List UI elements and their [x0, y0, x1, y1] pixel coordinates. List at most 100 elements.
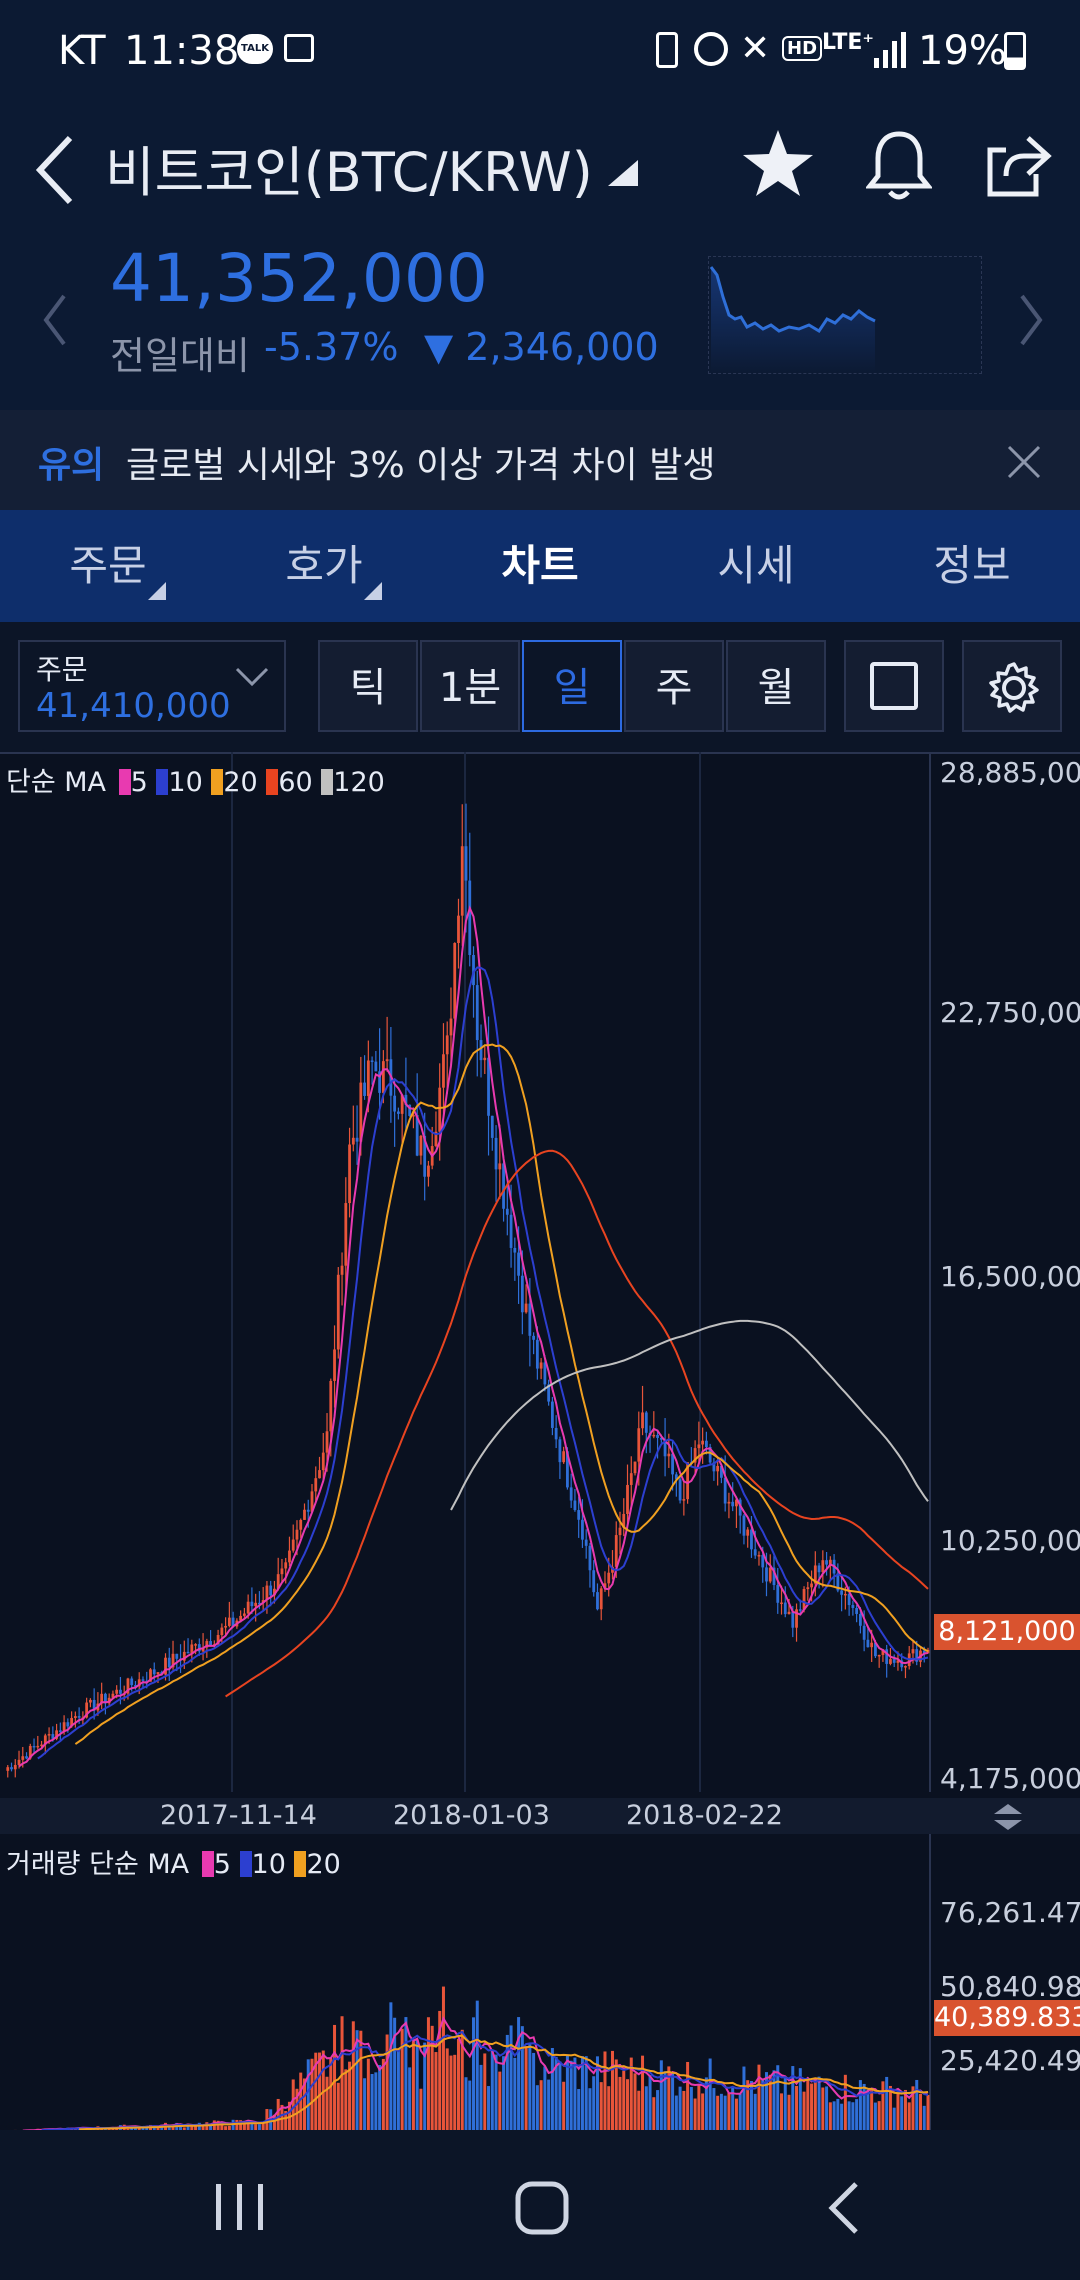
tab-order[interactable]: 주문	[0, 510, 216, 622]
candle-body	[284, 1562, 288, 1569]
volume-bar	[224, 2126, 228, 2132]
gear-icon	[989, 662, 1039, 713]
back-arrow-icon[interactable]	[30, 130, 80, 210]
volume-bar	[712, 2088, 716, 2132]
candle-body	[310, 1491, 314, 1512]
volume-bar	[847, 2101, 851, 2132]
tab-label: 주문	[69, 541, 147, 590]
candle-body	[366, 1060, 370, 1096]
back-icon[interactable]	[824, 2180, 864, 2236]
share-icon[interactable]	[984, 130, 1054, 200]
status-bar: KT 11:38 TALK ✕ HD LTE⁺ 19%	[0, 0, 1080, 110]
period-month[interactable]: 월	[726, 640, 826, 732]
candle-body	[870, 1642, 874, 1648]
candle-body	[194, 1644, 197, 1646]
prev-coin-icon[interactable]	[40, 290, 70, 350]
candle-body	[239, 1615, 243, 1621]
candle-body	[205, 1641, 209, 1648]
volume-bar	[464, 2077, 468, 2132]
volume-bar	[701, 2093, 705, 2132]
dropdown-triangle-icon[interactable]	[608, 160, 638, 186]
close-icon[interactable]	[1006, 444, 1042, 480]
volume-bar	[633, 2073, 637, 2132]
settings-button[interactable]	[962, 640, 1062, 732]
volume-bar	[141, 2127, 145, 2132]
candle-body	[13, 1764, 17, 1770]
tab-orderbook[interactable]: 호가	[216, 510, 432, 622]
volume-bar	[565, 2054, 569, 2132]
candle-body	[104, 1693, 107, 1704]
bell-icon[interactable]	[866, 128, 932, 204]
volume-bar	[806, 2078, 810, 2132]
tab-chart[interactable]: 차트	[432, 510, 648, 622]
tab-info[interactable]: 정보	[864, 510, 1080, 622]
volume-bar	[505, 2034, 509, 2132]
period-day[interactable]: 일	[522, 640, 622, 732]
system-nav-bar	[0, 2130, 1080, 2280]
candle-body	[866, 1639, 870, 1648]
ma120-line	[450, 1319, 929, 1511]
volume-bar	[329, 2057, 333, 2132]
volume-bar	[922, 2105, 926, 2132]
volume-bar	[502, 2056, 506, 2132]
period-1min[interactable]: 1분	[420, 640, 520, 732]
candle-body	[231, 1617, 235, 1627]
candle-body	[423, 1135, 427, 1177]
recent-apps-icon[interactable]	[212, 2182, 268, 2232]
period-tick[interactable]: 틱	[318, 640, 418, 732]
notice-text: 글로벌 시세와 3% 이상 가격 차이 발생	[126, 445, 716, 486]
volume-bar	[644, 2086, 648, 2132]
next-coin-icon[interactable]	[1016, 290, 1046, 350]
volume-bar	[344, 2069, 348, 2132]
candle-body	[889, 1659, 892, 1664]
volume-bar	[607, 2086, 611, 2132]
change-percent: -5.37%	[264, 325, 399, 369]
candle-body	[190, 1644, 194, 1654]
volume-bar	[671, 2072, 675, 2132]
candle-body	[442, 1054, 445, 1088]
star-icon[interactable]	[740, 126, 816, 202]
candle-body	[73, 1716, 77, 1718]
price-chart[interactable]: 단순 MA 5 10 20 60 120 28,885,000 22,750,0…	[0, 752, 1080, 2132]
volume-bar	[205, 2122, 209, 2132]
tab-market[interactable]: 시세	[648, 510, 864, 622]
candle-body	[468, 880, 472, 956]
volume-bar	[682, 2090, 686, 2132]
volume-bar	[220, 2123, 224, 2132]
volume-bar	[231, 2119, 235, 2132]
volume-bar	[626, 2079, 630, 2132]
candle-body	[498, 1163, 502, 1170]
volume-bar	[610, 2050, 614, 2132]
candle-body	[336, 1274, 340, 1350]
resize-handle-icon[interactable]	[990, 1802, 1026, 1832]
candle-body	[584, 1539, 588, 1546]
candle-body	[152, 1669, 156, 1675]
volume-bar	[719, 2093, 723, 2132]
candle-body	[55, 1730, 58, 1739]
volume-bar	[336, 2082, 340, 2132]
candle-body	[915, 1649, 919, 1662]
volume-bar	[441, 1986, 445, 2132]
period-week[interactable]: 주	[624, 640, 724, 732]
volume-bar	[468, 2080, 472, 2132]
candle-body	[674, 1474, 678, 1480]
candle-body	[472, 955, 475, 986]
candle-body	[573, 1500, 577, 1511]
volume-bar	[532, 2052, 536, 2132]
candle-body	[51, 1734, 55, 1739]
volume-bar	[445, 2048, 449, 2132]
candle-body	[92, 1699, 96, 1711]
fullscreen-button[interactable]	[844, 640, 944, 732]
volume-bar	[535, 2085, 539, 2132]
chart-canvas[interactable]	[0, 752, 1080, 2132]
signal-icon	[874, 32, 906, 68]
candle-body	[727, 1501, 731, 1504]
home-icon[interactable]	[514, 2180, 570, 2236]
candle-body	[134, 1685, 137, 1687]
candle-body	[438, 1087, 442, 1132]
volume-bar	[772, 2070, 776, 2132]
candle-body	[351, 1137, 355, 1145]
page-title[interactable]: 비트코인(BTC/KRW)	[105, 141, 593, 204]
order-price-select[interactable]: 주문 41,410,000	[18, 640, 286, 732]
volume-bar	[148, 2124, 152, 2132]
